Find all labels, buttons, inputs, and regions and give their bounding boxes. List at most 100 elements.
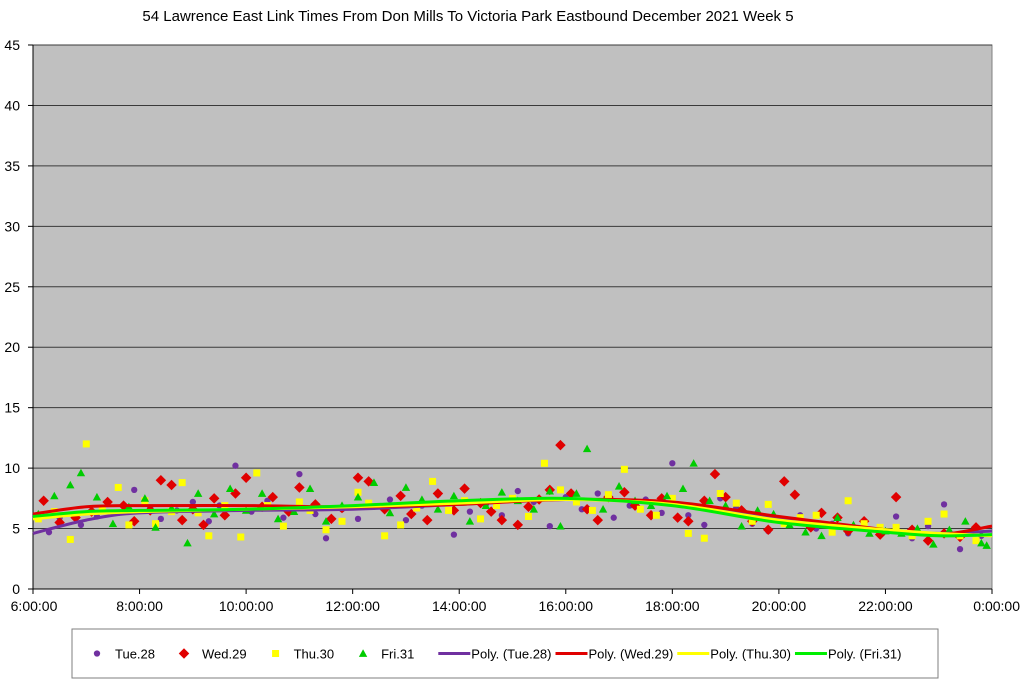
data-point xyxy=(155,474,167,486)
data-point xyxy=(50,491,59,500)
data-point xyxy=(689,459,698,467)
data-point xyxy=(273,514,283,523)
data-point xyxy=(198,519,209,531)
data-point xyxy=(381,532,389,540)
x-tick-label: 8:00:00 xyxy=(116,598,163,614)
data-point xyxy=(669,460,676,467)
legend-item: Poly. (Fri.31) xyxy=(794,647,901,662)
x-tick-label: 10:00:00 xyxy=(219,598,274,614)
legend-item: Fri.31 xyxy=(358,647,414,662)
data-point xyxy=(178,479,186,487)
data-point xyxy=(493,502,501,510)
data-point xyxy=(762,524,774,536)
data-point xyxy=(279,522,287,530)
data-point xyxy=(833,513,842,522)
legend-item: Thu.30 xyxy=(272,647,334,662)
data-point xyxy=(432,488,444,499)
data-point xyxy=(945,525,954,534)
data-point xyxy=(395,490,406,502)
data-point xyxy=(662,491,672,500)
x-tick-label: 6:00:00 xyxy=(11,598,58,614)
trend-lines xyxy=(32,496,993,538)
legend-marker xyxy=(272,650,280,657)
data-point xyxy=(636,505,644,513)
y-tick-label: 20 xyxy=(4,339,20,355)
axes: 0 5 10 15 20 25 30 35 40 45 6:00:00 8:00:00 10:00:00… xyxy=(4,37,1020,614)
data-point xyxy=(401,483,411,491)
data-point xyxy=(940,501,948,508)
data-point xyxy=(481,501,491,509)
data-point xyxy=(295,498,303,506)
data-point xyxy=(365,499,373,507)
data-point xyxy=(429,477,437,485)
data-point xyxy=(922,535,934,546)
legend-item: Tue.28 xyxy=(93,647,155,662)
data-point xyxy=(386,496,394,503)
data-point xyxy=(166,479,177,491)
data-point xyxy=(678,484,688,493)
data-point xyxy=(582,444,592,453)
x-tick-label: 16:00:00 xyxy=(539,598,594,614)
data-point xyxy=(684,529,692,537)
y-tick-label: 15 xyxy=(4,400,20,416)
data-point xyxy=(572,489,581,497)
data-point xyxy=(183,538,192,547)
y-tick-label: 5 xyxy=(12,521,20,537)
data-point xyxy=(125,521,133,529)
data-point xyxy=(709,468,721,480)
data-point xyxy=(764,500,772,508)
data-point xyxy=(445,506,453,514)
data-point xyxy=(529,505,539,513)
legend-label: Fri.31 xyxy=(381,647,414,662)
data-point xyxy=(305,484,315,493)
data-point xyxy=(592,514,603,526)
data-point xyxy=(321,517,331,525)
data-point xyxy=(352,472,364,484)
data-point xyxy=(77,521,85,529)
data-point xyxy=(413,504,421,512)
data-point xyxy=(604,491,612,499)
legend-marker xyxy=(358,649,368,657)
data-point xyxy=(646,501,656,509)
data-point xyxy=(614,482,624,490)
data-point xyxy=(497,488,507,496)
data-point xyxy=(450,531,458,538)
data-point xyxy=(524,512,532,520)
x-tick-label: 20:00:00 xyxy=(752,598,807,614)
legend-marker xyxy=(93,650,101,657)
data-point xyxy=(354,488,362,496)
legend-item: Poly. (Thu.30) xyxy=(677,647,791,662)
data-point xyxy=(972,537,980,545)
data-point xyxy=(76,468,86,477)
data-point xyxy=(828,528,836,536)
x-tick-label: 12:00:00 xyxy=(325,598,380,614)
data-point xyxy=(913,524,922,532)
data-point xyxy=(929,540,938,548)
data-point xyxy=(459,483,470,494)
data-point xyxy=(209,509,219,518)
data-point xyxy=(594,490,601,497)
legend-marker xyxy=(178,648,190,659)
legend-item: Poly. (Tue.28) xyxy=(438,647,552,662)
x-tick-label: 18:00:00 xyxy=(645,598,700,614)
data-point xyxy=(555,439,566,451)
data-point xyxy=(700,534,708,542)
chart-title: 54 Lawrence East Link Times From Don Mil… xyxy=(142,8,793,25)
data-point xyxy=(312,510,319,518)
data-point xyxy=(546,522,553,530)
data-point xyxy=(982,541,991,549)
data-point xyxy=(338,517,346,525)
legend-label: Tue.28 xyxy=(115,647,155,662)
data-point xyxy=(668,494,676,502)
data-point xyxy=(92,492,102,501)
legend-label: Thu.30 xyxy=(294,647,334,662)
y-tick-label: 30 xyxy=(4,218,20,234)
data-point xyxy=(253,469,261,477)
data-point xyxy=(844,497,852,505)
data-point xyxy=(66,535,74,543)
legend-item: Wed.29 xyxy=(178,647,247,662)
data-point xyxy=(66,480,75,489)
data-point xyxy=(208,493,220,504)
data-point xyxy=(322,526,330,534)
data-point xyxy=(620,465,628,473)
